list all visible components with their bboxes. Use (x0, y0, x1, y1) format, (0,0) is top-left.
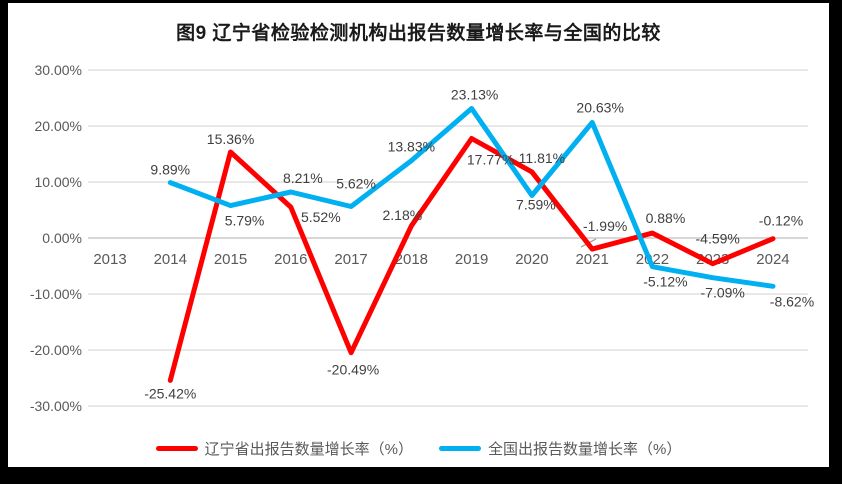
x-axis-category-label: 2020 (515, 251, 548, 268)
y-axis-tick-label: 30.00% (35, 62, 82, 78)
data-point-label: -1.99% (583, 218, 627, 234)
x-axis-category-label: 2013 (93, 251, 126, 268)
data-point-label: -20.49% (327, 362, 379, 378)
y-axis-tick-label: -30.00% (30, 398, 82, 414)
screenshot-border-top (0, 0, 842, 3)
x-axis-category-label: 2014 (154, 251, 187, 268)
data-point-label: 23.13% (451, 86, 498, 102)
data-point-label: 15.36% (207, 131, 254, 147)
legend-item-liaoning: 辽宁省出报告数量增长率（%） (155, 438, 413, 459)
x-axis-category-label: 2022 (636, 251, 669, 268)
y-axis-tick-label: -20.00% (30, 342, 82, 358)
data-point-label: 5.62% (336, 176, 376, 192)
data-point-label: 2.18% (382, 207, 422, 223)
screenshot-border-left (0, 0, 8, 484)
x-axis-category-label: 2015 (214, 251, 247, 268)
data-point-label: -0.12% (759, 213, 803, 229)
x-axis-category-label: 2019 (455, 251, 488, 268)
data-point-label: 7.59% (516, 196, 556, 212)
data-point-label: 17.77% (467, 151, 514, 167)
data-point-label: 5.52% (301, 209, 341, 225)
x-axis-category-label: 2018 (395, 251, 428, 268)
legend-label-national: 全国出报告数量增长率（%） (488, 441, 682, 458)
data-point-label: -7.09% (701, 285, 745, 301)
data-point-label: -4.59% (696, 231, 740, 247)
x-axis-category-label: 2016 (274, 251, 307, 268)
legend-item-national: 全国出报告数量增长率（%） (439, 438, 681, 459)
y-axis-tick-label: 0.00% (42, 230, 82, 246)
series-line-national (167, 106, 776, 289)
data-point-label: 9.89% (150, 162, 190, 178)
chart-title: 图9 辽宁省检验检测机构出报告数量增长率与全国的比较 (176, 23, 661, 44)
x-axis-category-label: 2024 (756, 251, 789, 268)
data-point-label: 20.63% (576, 99, 623, 115)
data-point-label: 8.21% (283, 170, 323, 186)
screenshot-border-right (829, 0, 842, 484)
screenshot-border-bottom (0, 467, 842, 484)
x-axis-category-label: 2023 (696, 251, 729, 268)
legend-line-swatch-red (155, 446, 198, 451)
data-point-label: 13.83% (388, 139, 435, 155)
data-point-label: -5.12% (643, 274, 687, 290)
x-axis-category-label: 2017 (334, 251, 367, 268)
data-point-label: -25.42% (144, 385, 196, 401)
data-point-label: -8.62% (770, 293, 814, 309)
chart-legend: 辽宁省出报告数量增长率（%） 全国出报告数量增长率（%） (8, 438, 829, 459)
y-axis-tick-label: 10.00% (35, 174, 82, 190)
y-axis-tick-label: 20.00% (35, 118, 82, 134)
legend-line-swatch-blue (439, 446, 481, 451)
data-point-label: 5.79% (225, 213, 265, 229)
data-point-label: 0.88% (646, 210, 686, 226)
series-line-liaoning (167, 136, 776, 383)
legend-label-liaoning: 辽宁省出报告数量增长率（%） (204, 441, 413, 458)
y-axis-tick-label: -10.00% (30, 286, 82, 302)
x-axis-category-label: 2021 (575, 251, 608, 268)
data-point-label: 11.81% (519, 150, 565, 166)
